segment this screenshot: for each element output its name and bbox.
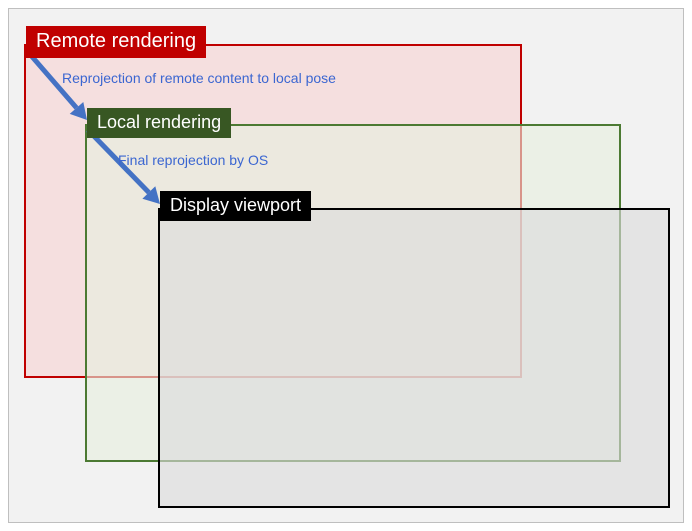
display-viewport-box [158,208,670,508]
remote-rendering-label: Remote rendering [26,26,206,58]
reprojection-annotation-2: Final reprojection by OS [118,152,268,169]
display-viewport-label: Display viewport [160,191,311,221]
local-rendering-label: Local rendering [87,108,231,138]
diagram-canvas: Remote rendering Local rendering Display… [0,0,692,531]
reprojection-annotation-1: Reprojection of remote content to local … [62,70,336,87]
